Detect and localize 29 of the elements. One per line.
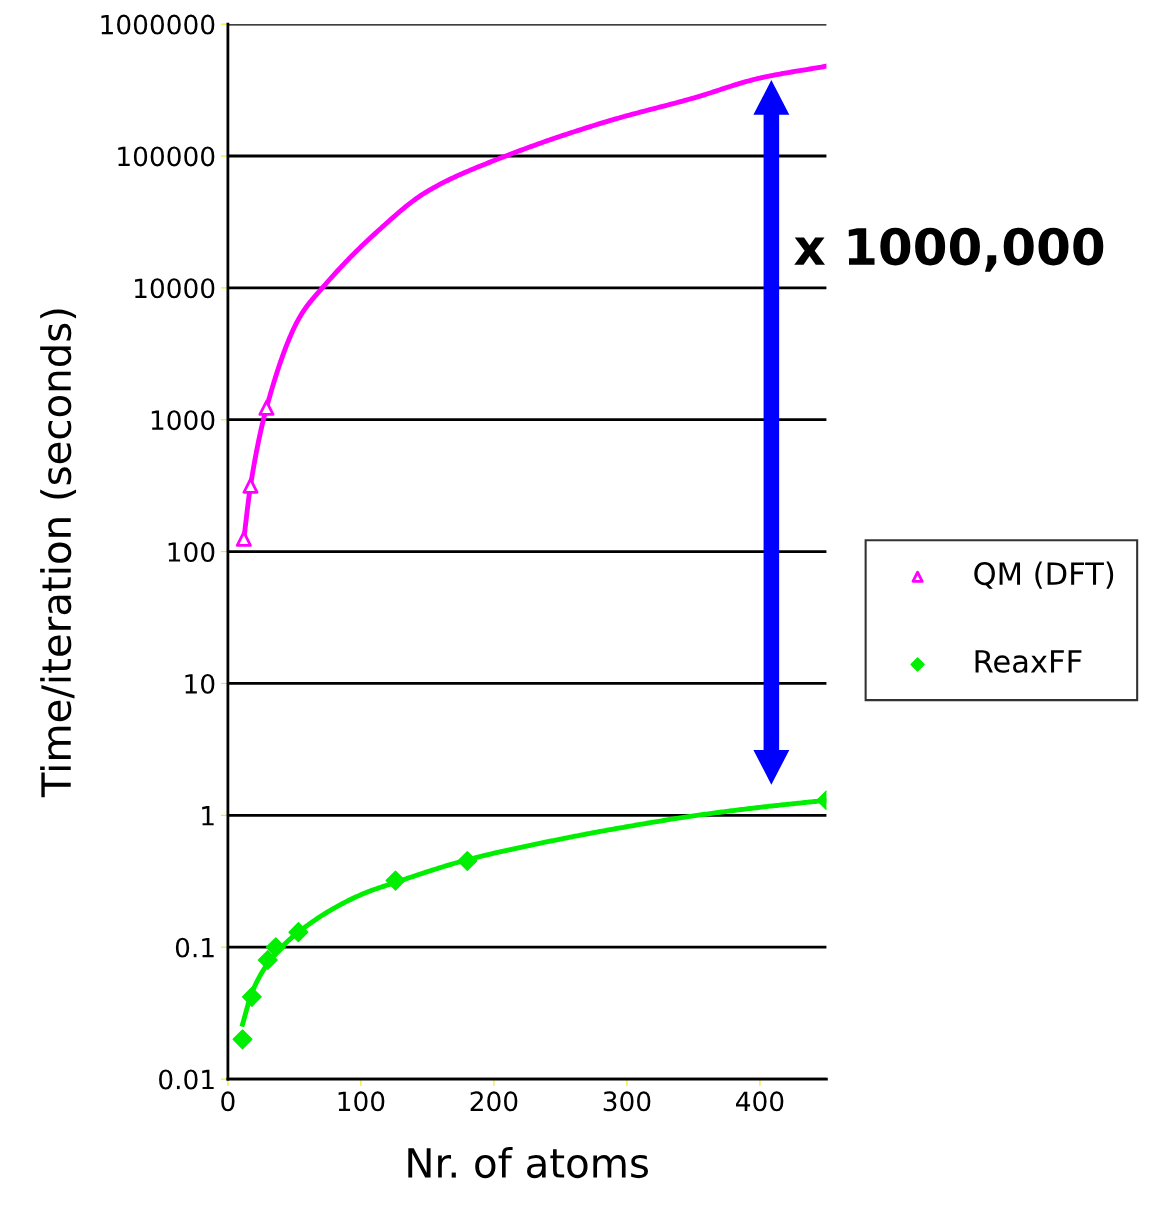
y-tick-label: 1000 [151, 410, 215, 431]
x-tick-label: 400 [736, 1091, 784, 1112]
x-tick-label: 0 [221, 1091, 235, 1112]
point [235, 530, 252, 547]
y-axis-title: Time/iteration (seconds) [40, 309, 77, 798]
point [257, 949, 278, 970]
point [258, 399, 275, 416]
x-tick-label: 100 [338, 1091, 385, 1112]
x-tick-label: 200 [470, 1091, 518, 1112]
x-axis-title: Nr. of atoms [408, 1146, 648, 1179]
y-tick-label: 0.01 [159, 1069, 214, 1090]
y-tick-label: 10 [185, 673, 215, 694]
legend-label: ReaxFF [975, 650, 1082, 673]
y-tick-label: 1 [202, 806, 214, 826]
annotation: x 1000,000 [794, 227, 1104, 272]
x-tick-label: 300 [603, 1091, 651, 1112]
point [385, 870, 406, 891]
point [288, 922, 309, 943]
point [265, 937, 286, 958]
y-tick-label: 1000000 [101, 14, 215, 35]
point [232, 1029, 253, 1050]
point [242, 477, 259, 494]
point [241, 986, 262, 1007]
legend-label: QM (DFT) [974, 561, 1114, 589]
y-tick-label: 0.1 [175, 937, 214, 958]
y-tick-label: 10000 [135, 278, 215, 299]
point [457, 851, 478, 872]
y-tick-label: 100000 [118, 146, 215, 167]
y-tick-label: 100 [168, 542, 215, 562]
